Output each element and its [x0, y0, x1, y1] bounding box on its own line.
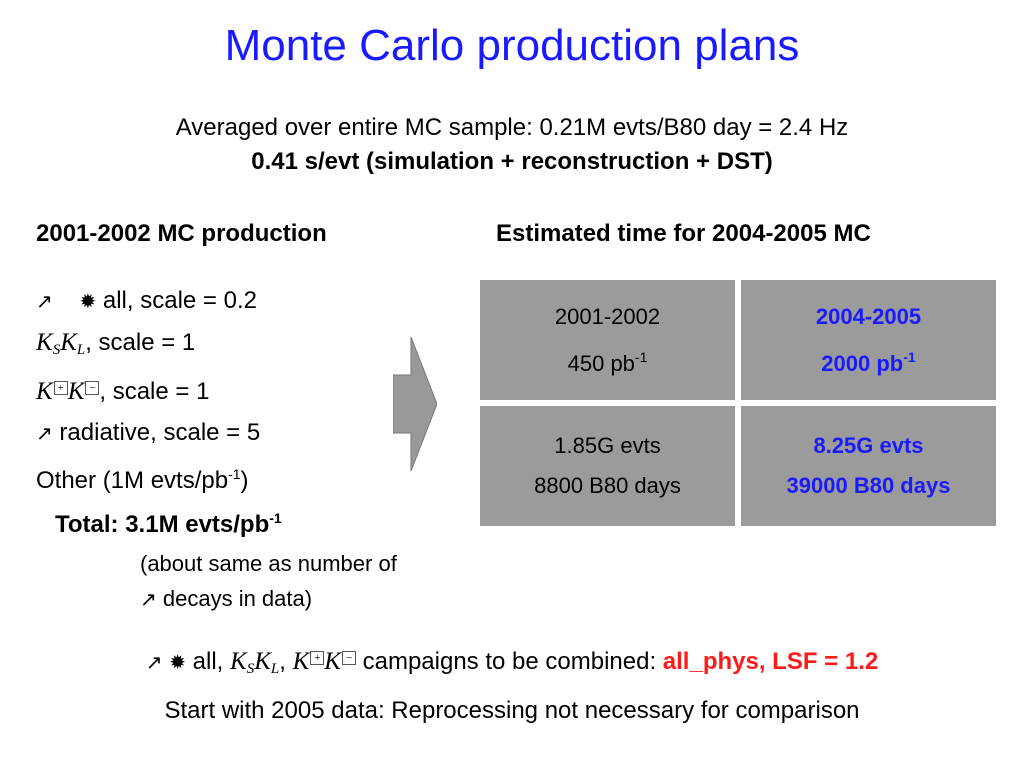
list-item: Other (1M evts/pb-1): [36, 466, 249, 494]
list-item: KSKL, scale = 1: [36, 329, 196, 358]
phi-symbol-icon: ↗: [145, 650, 163, 674]
campaign-summary: ↗ ✹ all, KSKL, K + K − campaigns to be comb…: [145, 648, 879, 677]
subtitle-time: 0.41 s/evt (simulation + reconstruction …: [251, 148, 773, 175]
left-column-heading: 2001-2002 MC production: [36, 220, 327, 247]
right-arrow-icon: [393, 337, 437, 471]
right-column-heading: Estimated time for 2004-2005 MC: [496, 220, 871, 247]
total-note-continued: ↗ decays in data): [140, 586, 313, 611]
total-events: Total: 3.1M evts/pb-1: [55, 510, 282, 538]
total-note: (about same as number of: [140, 551, 397, 576]
production-list: ↗ ✹ all, scale = 0.2 KSKL, scale = 1 K + K…: [36, 280, 260, 501]
table-cell-2004-lumi: 2004-2005 2000 pb-1: [741, 280, 996, 400]
table-cell-2001-lumi: 2001-2002 450 pb-1: [480, 280, 735, 400]
table-cell-2001-events: 1.85G evts 8800 B80 days: [480, 406, 735, 526]
subtitle-rate: Averaged over entire MC sample: 0.21M ev…: [175, 114, 849, 141]
ks-kl-symbol-icon: KSKL: [36, 329, 86, 358]
estimate-table: 2001-2002 450 pb-1 2004-2005 2000 pb-1 1…: [480, 280, 996, 526]
phi-symbol-icon: ↗: [36, 289, 53, 313]
table-cell-2004-events: 8.25G evts 39000 B80 days: [741, 406, 996, 526]
star-symbol-icon: ✹: [79, 289, 97, 313]
phi-symbol-icon: ↗: [140, 587, 157, 611]
page-title: Monte Carlo production plans: [224, 21, 800, 70]
reprocessing-note: Start with 2005 data: Reprocessing not n…: [164, 697, 860, 724]
kplus-kminus-symbol-icon: K + K −: [36, 378, 100, 405]
kplus-kminus-symbol-icon: K + K −: [293, 648, 356, 675]
ks-kl-symbol-icon: KSKL: [230, 648, 280, 677]
list-item: K + K −, scale = 1: [36, 378, 210, 405]
list-item: ↗ ✹ all, scale = 0.2: [36, 287, 257, 314]
star-symbol-icon: ✹: [169, 650, 186, 674]
list-item: ↗ radiative, scale = 5: [36, 419, 261, 446]
phi-symbol-icon: ↗: [36, 421, 53, 445]
